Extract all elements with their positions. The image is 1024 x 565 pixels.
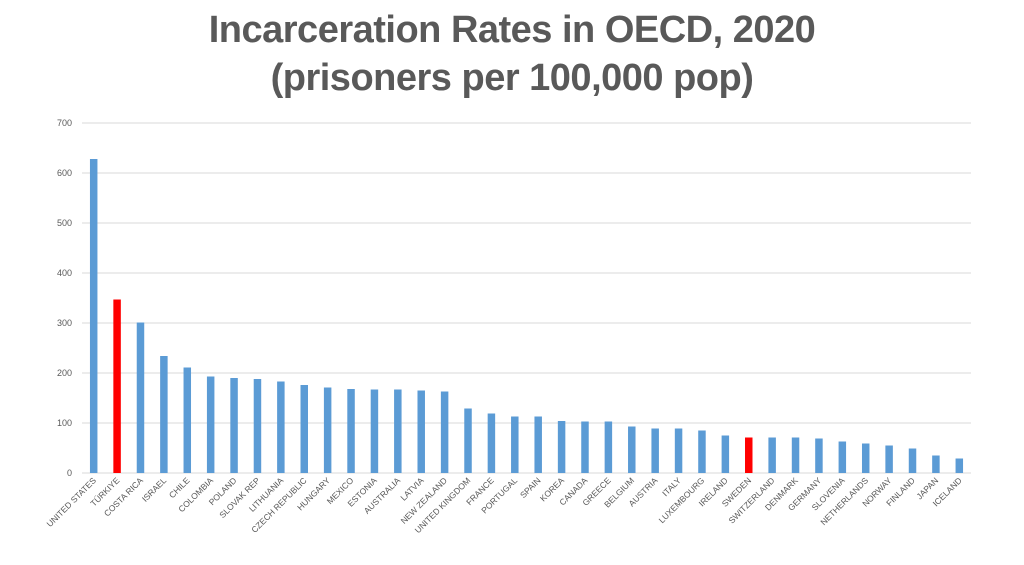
bar-italy: [674, 428, 683, 473]
bar-austria: [651, 428, 659, 473]
bar-czech-republic: [300, 385, 308, 473]
bar-mexico: [347, 389, 355, 473]
bar-switzerland: [768, 437, 776, 473]
bar-greece: [604, 421, 613, 473]
y-tick-label: 600: [57, 168, 72, 178]
bar-iceland: [955, 458, 964, 473]
bar-australia: [394, 389, 402, 473]
bar-chile: [183, 367, 192, 473]
bar-korea: [557, 421, 566, 473]
bar-denmark: [791, 437, 800, 473]
bar-latvia: [417, 390, 425, 473]
bar-germany: [815, 438, 823, 473]
bar-estonia: [370, 389, 379, 473]
chart-title: Incarceration Rates in OECD, 2020 (priso…: [0, 6, 1024, 102]
x-tick-label: ISRAEL: [140, 475, 169, 504]
gridlines: [82, 122, 971, 474]
y-tick-label: 700: [57, 118, 72, 128]
bar-canada: [581, 421, 589, 473]
chart-subtitle: (prisoners per 100,000 pop): [270, 57, 754, 99]
bar-lithuania: [277, 381, 285, 473]
y-tick-label: 400: [57, 268, 72, 278]
y-tick-label: 0: [67, 468, 72, 478]
y-tick-label: 500: [57, 218, 72, 228]
bar-finland: [908, 448, 917, 473]
bar-spain: [534, 416, 542, 473]
bar-israel: [160, 356, 168, 473]
bar-portugal: [511, 416, 519, 473]
bar-hungary: [323, 387, 332, 473]
bar-slovenia: [838, 441, 847, 473]
y-tick-label: 200: [57, 368, 72, 378]
bar-poland: [230, 378, 238, 473]
bar-sweden: [745, 437, 753, 473]
bar-japan: [932, 455, 940, 473]
y-axis: 0 100 200 300 400 500 600 700: [57, 118, 72, 478]
y-tick-label: 100: [57, 418, 72, 428]
chart-title-line-1: Incarceration Rates in OECD, 2020: [208, 9, 816, 51]
bar-new-zealand: [440, 391, 449, 473]
bar-belgium: [628, 426, 636, 473]
bars: [89, 159, 964, 473]
bar-slovak-rep: [253, 379, 262, 473]
bar-luxembourg: [698, 430, 706, 473]
bar-colombia: [206, 376, 215, 473]
y-tick-label: 300: [57, 318, 72, 328]
bar-france: [487, 413, 496, 473]
bar-netherlands: [861, 443, 870, 473]
bar-costa-rica: [136, 322, 145, 473]
bar-united-kingdom: [464, 408, 472, 473]
bar-norway: [885, 445, 893, 473]
bar-ireland: [721, 435, 730, 473]
bar-united-states: [89, 159, 98, 473]
bar-t-rkiye: [113, 299, 121, 473]
